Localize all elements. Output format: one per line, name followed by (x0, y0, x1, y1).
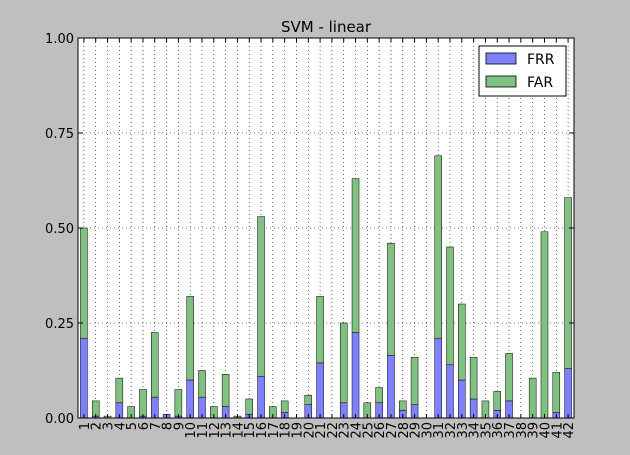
bar-far (493, 391, 501, 411)
x-tick-label: 23 (338, 422, 353, 439)
bar-far (410, 356, 419, 405)
bar-far (446, 246, 454, 366)
bar-far (115, 377, 124, 404)
x-tick-label: 18 (279, 422, 294, 439)
legend-label-frr: FRR (527, 52, 555, 68)
x-tick-label: 13 (220, 422, 235, 439)
y-tick-label: 0.50 (45, 222, 74, 237)
bar-far (505, 353, 513, 402)
bars (80, 155, 572, 419)
x-tick-label: 24 (350, 422, 365, 439)
x-tick-label: 9 (172, 422, 187, 430)
bar-frr (434, 337, 442, 419)
x-tick-label: 3 (102, 422, 117, 430)
x-tick-label: 26 (373, 422, 388, 439)
bar-far (387, 242, 395, 356)
bar-frr (80, 337, 88, 419)
x-tick-label: 20 (302, 422, 317, 439)
bar-far (540, 231, 549, 419)
x-tick-label: 11 (196, 422, 211, 439)
bar-far (151, 332, 159, 398)
bar-far (375, 387, 383, 404)
bar-far (316, 296, 324, 364)
x-tick-label: 4 (113, 422, 128, 430)
x-tick-label: 34 (468, 422, 483, 439)
bar-far (469, 356, 478, 400)
x-tick-label: 42 (562, 422, 577, 439)
x-tick-label: 33 (456, 422, 471, 439)
bar-far (198, 370, 206, 398)
x-tick-label: 14 (231, 422, 246, 439)
x-tick-label: 10 (184, 422, 199, 439)
bar-far (458, 303, 466, 381)
legend-swatch-far (485, 75, 517, 88)
bar-far (339, 322, 348, 404)
x-tick-label: 29 (409, 422, 424, 439)
x-tick-label: 12 (208, 422, 223, 439)
bar-far (552, 372, 561, 413)
bar-far (564, 197, 572, 369)
x-tick-label: 30 (420, 422, 435, 439)
bar-far (351, 178, 360, 333)
bar-frr (316, 362, 324, 419)
bar-far (221, 374, 230, 407)
x-tick-label: 8 (161, 422, 176, 430)
x-tick-label: 35 (479, 422, 494, 439)
bar-far (174, 389, 183, 417)
x-tick-label: 31 (432, 422, 447, 439)
x-tick-label: 16 (255, 422, 270, 439)
bar-far (245, 398, 253, 415)
x-tick-label: 17 (267, 422, 282, 439)
x-tick-label: 27 (385, 422, 400, 439)
x-tick-label: 21 (314, 422, 329, 439)
x-tick-label: 37 (503, 422, 518, 439)
legend-swatch-frr (485, 52, 517, 65)
x-tick-label: 6 (137, 422, 152, 430)
chart-title: SVM - linear (281, 18, 372, 36)
x-tick-label: 2 (90, 422, 105, 430)
bar-frr (186, 379, 194, 419)
x-tick-label: 28 (397, 422, 412, 439)
x-tick-label: 40 (538, 422, 553, 439)
bar-far (257, 216, 265, 377)
bar-frr (458, 379, 466, 419)
bar-far (186, 296, 194, 381)
x-tick-label: 15 (243, 422, 258, 439)
bar-far (91, 400, 100, 417)
bar-frr (351, 332, 360, 419)
bar-frr (387, 355, 395, 419)
bar-far (139, 389, 147, 417)
x-tick-label: 19 (290, 422, 305, 439)
legend: FRR FAR (478, 45, 567, 97)
x-tick-label: 22 (326, 422, 341, 439)
bar-far (304, 394, 313, 405)
bar-far (80, 227, 88, 339)
x-tick-label: 1 (78, 422, 93, 430)
x-tick-label: 39 (527, 422, 542, 439)
y-tick-label: 0.75 (45, 127, 74, 142)
bar-far (434, 155, 442, 339)
x-tick-label: 7 (149, 422, 164, 430)
bar-far (399, 400, 407, 411)
bar-frr (446, 364, 454, 419)
y-tick-label: 0.00 (45, 412, 74, 427)
x-tick-label: 32 (444, 422, 459, 439)
bar-frr (257, 375, 265, 419)
bar-far (280, 400, 289, 413)
bar-far (528, 377, 537, 419)
y-tick-label: 1.00 (45, 32, 74, 47)
bar-frr (564, 368, 572, 419)
axis-ticks: 0.000.250.500.751.0012345678910111213141… (45, 32, 577, 439)
x-tick-label: 5 (125, 422, 140, 430)
y-tick-label: 0.25 (45, 317, 74, 332)
x-tick-label: 38 (515, 422, 530, 439)
x-tick-label: 36 (491, 422, 506, 439)
x-tick-label: 25 (361, 422, 376, 439)
legend-label-far: FAR (527, 75, 553, 91)
x-tick-label: 41 (550, 422, 565, 439)
